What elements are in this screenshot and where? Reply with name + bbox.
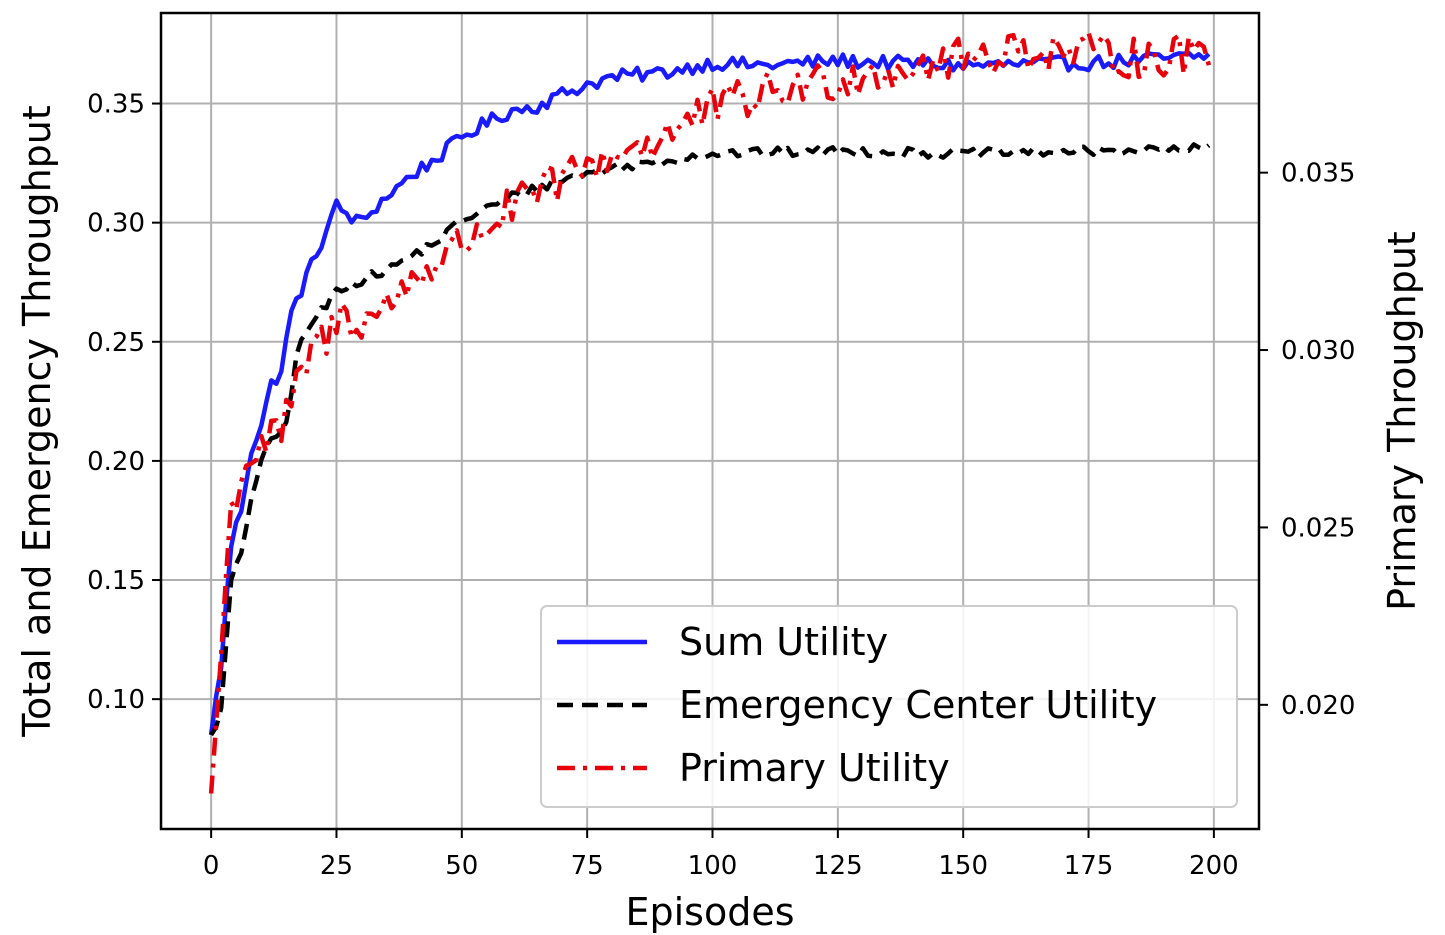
x-axis: 0 25 50 75 100 125 150 175 200	[203, 829, 1239, 881]
legend-box	[540, 605, 1238, 808]
x-tick-label: 100	[688, 851, 738, 881]
y-tick-label: 0.20	[87, 447, 145, 477]
y2-axis-title: Primary Throughput	[1380, 231, 1424, 611]
series-line-sum-utility	[208, 50, 1211, 736]
y-tick-label: 0.15	[87, 566, 145, 596]
y-tick-label: 0.25	[87, 328, 145, 358]
y-tick-label: 0.35	[87, 90, 145, 120]
y-axis-right: 0.020 0.025 0.030 0.035	[1259, 159, 1355, 721]
y-axis-title: Total and Emergency Throughput	[15, 105, 59, 738]
legend-label-primary-utility: Primary Utility	[679, 746, 950, 790]
y-tick-label: 0.30	[87, 209, 145, 239]
x-tick-label: 50	[445, 851, 478, 881]
y2-tick-label: 0.030	[1281, 336, 1355, 366]
x-tick-label: 75	[571, 851, 604, 881]
series-line-primary-utility	[208, 30, 1212, 794]
x-tick-label: 125	[813, 851, 863, 881]
series-layer	[208, 30, 1212, 794]
y-tick-label: 0.10	[87, 685, 145, 715]
x-axis-title: Episodes	[625, 890, 794, 934]
legend-label-emergency-center-utility: Emergency Center Utility	[679, 683, 1157, 727]
plot-frame	[159, 11, 1261, 831]
x-tick-label: 175	[1064, 851, 1114, 881]
legend-label-sum-utility: Sum Utility	[679, 620, 888, 664]
y2-tick-label: 0.025	[1281, 513, 1355, 543]
x-tick-label: 0	[203, 851, 220, 881]
series-line-emergency-center-utility	[209, 142, 1211, 737]
y2-tick-label: 0.020	[1281, 691, 1355, 721]
legend: Sum Utility Emergency Center Utility Pri…	[540, 605, 1238, 808]
y2-tick-label: 0.035	[1281, 159, 1355, 189]
y-axis-left: 0.10 0.15 0.20 0.25 0.30 0.35	[87, 90, 161, 715]
x-tick-label: 200	[1189, 851, 1239, 881]
x-tick-label: 150	[938, 851, 988, 881]
x-tick-label: 25	[320, 851, 353, 881]
